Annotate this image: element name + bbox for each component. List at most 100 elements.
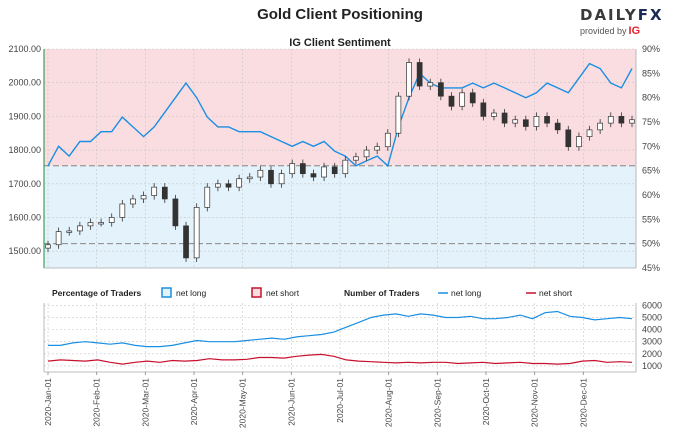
candle-body — [130, 198, 136, 205]
sentiment-tick-label: 50% — [642, 239, 660, 249]
sentiment-area — [47, 62, 633, 168]
net-long-count-line — [48, 310, 633, 348]
candle-body — [416, 62, 423, 87]
dailyfx-logo: DAILYFX provided by IG — [580, 6, 675, 38]
date-tick-label: 2020-Apr-01 — [189, 378, 199, 426]
candle-body — [554, 122, 561, 131]
candle-body — [469, 92, 476, 104]
candle-body — [193, 207, 200, 259]
date-tick-label: 2020-Sep-01 — [432, 378, 442, 427]
price-tick-label: 2000.00 — [8, 78, 41, 88]
candle-body — [448, 95, 455, 107]
price-tick-label: 1800.00 — [8, 145, 41, 155]
candle-body — [565, 129, 572, 148]
bottom-chart-axes: 1000 2000 3000 4000 5000 6000 2020-Jan-01 2020-… — [43, 300, 662, 428]
candle-body — [172, 198, 179, 227]
candle-body — [204, 186, 211, 208]
candle-body — [151, 186, 158, 196]
candle-body — [427, 82, 434, 87]
legend-pct-short-swatch — [251, 287, 262, 298]
sentiment-tick-label: 65% — [642, 166, 660, 176]
price-tick-label: 2100.00 — [8, 44, 41, 54]
net-long-percentage-line — [47, 62, 633, 168]
candle-body — [246, 176, 253, 180]
candle-body — [342, 159, 349, 175]
candle-body — [66, 230, 73, 233]
candle-body — [108, 217, 115, 223]
date-tick-label: 2020-Nov-01 — [530, 378, 540, 427]
trader-count-tick-label: 1000 — [642, 361, 662, 371]
candle-body — [183, 225, 189, 259]
trader-count-lines — [47, 310, 633, 365]
candle-body — [289, 163, 296, 175]
candle-body — [607, 116, 614, 124]
price-tick-label: 1500.00 — [8, 246, 41, 256]
candle-body — [77, 225, 83, 232]
sentiment-tick-label: 70% — [642, 141, 660, 151]
trader-count-tick-label: 5000 — [642, 313, 662, 323]
legend-num-short-label: net short — [539, 288, 573, 298]
trader-count-tick-label: 2000 — [642, 349, 662, 359]
date-tick-label: 2020-Jun-01 — [286, 378, 296, 426]
sentiment-tick-label: 55% — [642, 214, 660, 224]
price-tick-label: 1900.00 — [8, 111, 41, 121]
candle-body — [374, 146, 381, 151]
candle-body — [331, 166, 338, 175]
candle-body — [480, 102, 487, 117]
sentiment-chart-title: IG Client Sentiment — [289, 37, 391, 49]
sentiment-tick-label: 75% — [642, 117, 660, 127]
candle-body — [501, 112, 508, 124]
provided-by-text: provided by — [580, 26, 627, 36]
date-tick-label: 2020-Jul-01 — [335, 378, 345, 423]
candle-body — [395, 95, 402, 134]
logo-wordmark: DAILYFX — [580, 6, 675, 24]
candle-body — [140, 195, 147, 200]
legend-number-label: Number of Traders — [344, 288, 420, 298]
candle-body — [236, 178, 242, 188]
date-tick-label: 2020-Feb-01 — [92, 378, 102, 427]
candle-body — [98, 222, 104, 225]
logo-provided-by: provided by IG — [580, 25, 675, 37]
candle-body — [533, 116, 540, 127]
date-tick-label: 2020-Oct-01 — [481, 378, 491, 426]
candle-body — [629, 119, 635, 124]
candle-body — [257, 169, 264, 178]
date-tick-label: 2020-May-01 — [238, 378, 248, 428]
logo-brand-a: DAILY — [580, 6, 638, 24]
sentiment-tick-label: 45% — [642, 263, 660, 273]
legend-pct-long-swatch — [161, 287, 172, 298]
candle-body — [576, 136, 582, 148]
candle-body — [215, 183, 221, 188]
net-short-count-line — [47, 353, 633, 365]
candle-body — [55, 231, 62, 246]
candle-body — [363, 149, 370, 158]
candle-body — [225, 183, 232, 188]
legend-pct-short-label: net short — [266, 288, 300, 298]
sentiment-tick-label: 85% — [642, 68, 660, 78]
trader-count-tick-label: 3000 — [642, 337, 662, 347]
candle-body — [491, 112, 497, 117]
ig-logo: IG — [628, 25, 641, 37]
trader-count-tick-label: 4000 — [642, 325, 662, 335]
candle-body — [321, 166, 327, 178]
price-tick-label: 1700.00 — [8, 179, 41, 189]
date-tick-label: 2020-Aug-01 — [384, 378, 394, 427]
candle-body — [161, 186, 168, 200]
candle-body — [512, 119, 519, 124]
bottom-chart-grid — [44, 303, 636, 372]
trader-count-tick-label: 6000 — [642, 300, 662, 310]
legend-percentage-label: Percentage of Traders — [52, 288, 142, 298]
candle-body — [299, 163, 306, 175]
candle-body — [438, 82, 444, 97]
candle-body — [310, 173, 317, 178]
candle-body — [384, 132, 391, 148]
sentiment-tick-label: 60% — [642, 190, 660, 200]
date-tick-label: 2020-Jan-01 — [43, 378, 53, 426]
candle-body — [459, 92, 465, 107]
date-tick-label: 2020-Mar-01 — [140, 378, 150, 427]
candle-body — [268, 169, 274, 185]
candle-body — [119, 203, 126, 218]
candle-body — [544, 116, 550, 124]
price-tick-label: 1600.00 — [8, 212, 41, 222]
